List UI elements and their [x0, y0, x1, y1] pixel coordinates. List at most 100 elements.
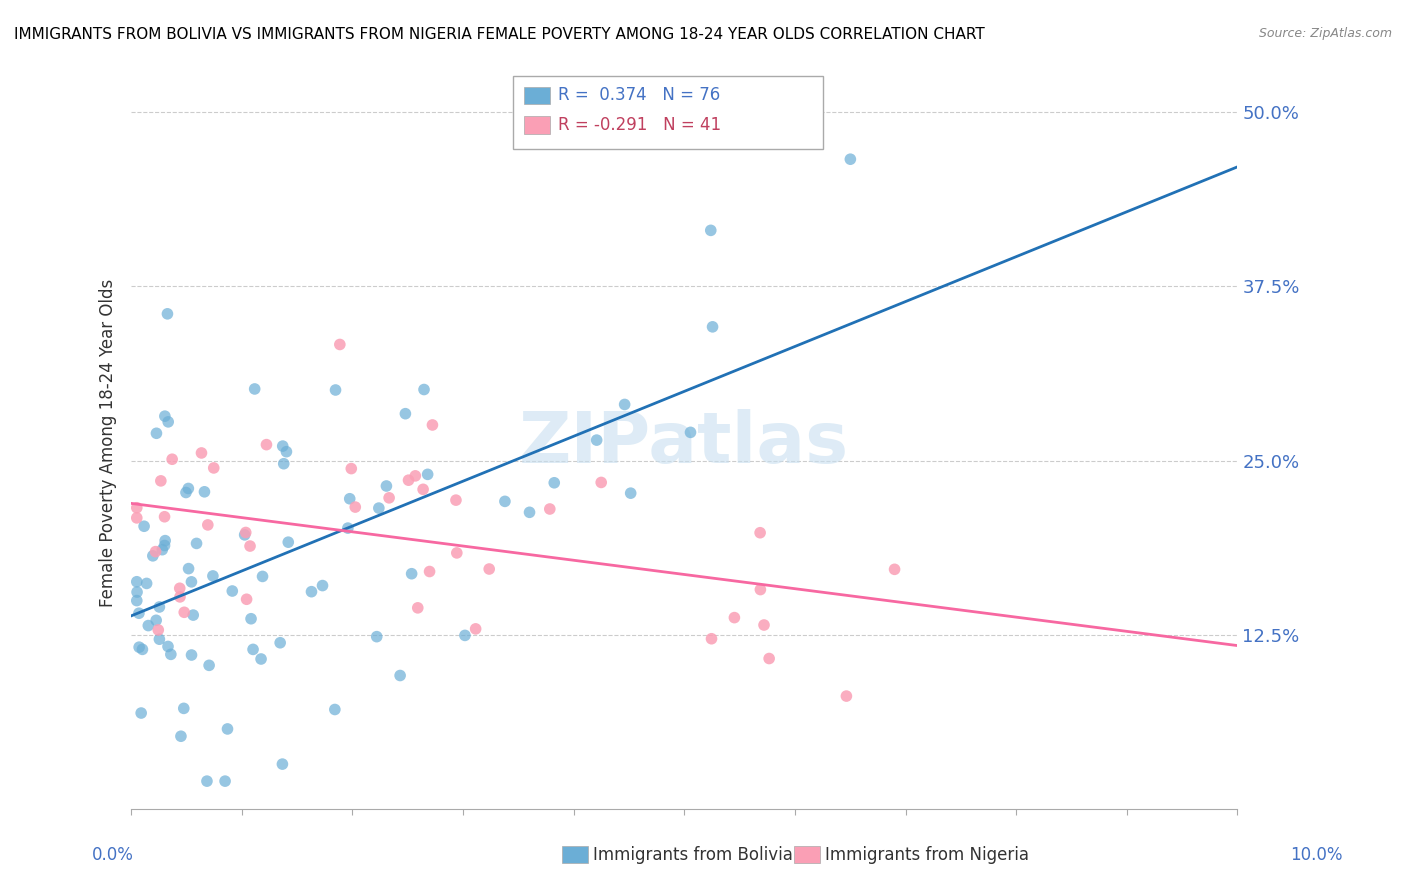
Point: [519, 505, 541, 519]
Text: IMMIGRANTS FROM BOLIVIA VS IMMIGRANTS FROM NIGERIA FEMALE POVERTY AMONG 18-24 YE: IMMIGRANTS FROM BOLIVIA VS IMMIGRANTS FR…: [14, 27, 984, 42]
Point: [169, 590, 191, 604]
Text: 10.0%: 10.0%: [1291, 846, 1343, 863]
Point: [153, 539, 176, 553]
Point: [169, 581, 191, 595]
Point: [464, 622, 486, 636]
Point: [367, 501, 389, 516]
Point: [419, 565, 441, 579]
Point: [174, 485, 197, 500]
Point: [883, 562, 905, 576]
Point: [679, 425, 702, 440]
Point: [276, 444, 298, 458]
Point: [271, 439, 294, 453]
Point: [700, 632, 723, 646]
Point: [157, 415, 180, 429]
Point: [585, 433, 607, 447]
Point: [221, 584, 243, 599]
Y-axis label: Female Poverty Among 18-24 Year Olds: Female Poverty Among 18-24 Year Olds: [100, 279, 117, 607]
Point: [145, 426, 167, 441]
Point: [131, 642, 153, 657]
Point: [180, 574, 202, 589]
Point: [366, 630, 388, 644]
Point: [193, 484, 215, 499]
Point: [173, 701, 195, 715]
Point: [153, 533, 176, 548]
Point: [344, 500, 367, 514]
Point: [340, 461, 363, 475]
Point: [233, 528, 256, 542]
Point: [389, 668, 412, 682]
Point: [177, 561, 200, 575]
Point: [132, 519, 155, 533]
Point: [195, 774, 218, 789]
Point: [375, 479, 398, 493]
Point: [406, 600, 429, 615]
Point: [153, 409, 176, 424]
Point: [181, 608, 204, 623]
Point: [404, 468, 426, 483]
Point: [217, 722, 239, 736]
Point: [269, 636, 291, 650]
Point: [454, 628, 477, 642]
Point: [378, 491, 401, 505]
Point: [160, 452, 183, 467]
Point: [239, 539, 262, 553]
Point: [494, 494, 516, 508]
Point: [835, 689, 858, 703]
Point: [160, 648, 183, 662]
Point: [190, 446, 212, 460]
Point: [180, 648, 202, 662]
Point: [311, 578, 333, 592]
Point: [145, 544, 167, 558]
Point: [150, 542, 173, 557]
Point: [723, 610, 745, 624]
Point: [478, 562, 501, 576]
Point: [752, 618, 775, 632]
Text: R =  0.374   N = 76: R = 0.374 N = 76: [558, 87, 720, 104]
Point: [839, 152, 862, 166]
Point: [170, 729, 193, 743]
Point: [700, 223, 723, 237]
Point: [125, 593, 148, 607]
Point: [613, 397, 636, 411]
Point: [149, 474, 172, 488]
Point: [135, 576, 157, 591]
Point: [128, 606, 150, 620]
Point: [156, 640, 179, 654]
Point: [394, 407, 416, 421]
Point: [145, 613, 167, 627]
Text: Immigrants from Bolivia: Immigrants from Bolivia: [593, 846, 793, 863]
Point: [444, 493, 467, 508]
Text: Immigrants from Nigeria: Immigrants from Nigeria: [825, 846, 1029, 863]
Point: [413, 383, 436, 397]
Point: [422, 417, 444, 432]
Point: [273, 457, 295, 471]
Point: [256, 437, 278, 451]
Point: [749, 582, 772, 597]
Point: [202, 461, 225, 475]
Point: [243, 382, 266, 396]
Point: [153, 509, 176, 524]
Point: [398, 473, 420, 487]
Point: [201, 569, 224, 583]
Point: [401, 566, 423, 581]
Point: [446, 546, 468, 560]
Point: [128, 640, 150, 655]
Point: [323, 702, 346, 716]
Point: [329, 337, 352, 351]
Point: [177, 482, 200, 496]
Point: [125, 585, 148, 599]
Point: [538, 502, 561, 516]
Point: [325, 383, 347, 397]
Point: [173, 605, 195, 619]
Point: [702, 319, 724, 334]
Point: [197, 517, 219, 532]
Point: [125, 511, 148, 525]
Point: [142, 549, 165, 563]
Text: 0.0%: 0.0%: [91, 846, 134, 863]
Point: [198, 658, 221, 673]
Point: [749, 525, 772, 540]
Point: [125, 574, 148, 589]
Text: R = -0.291   N = 41: R = -0.291 N = 41: [558, 116, 721, 134]
Point: [412, 483, 434, 497]
